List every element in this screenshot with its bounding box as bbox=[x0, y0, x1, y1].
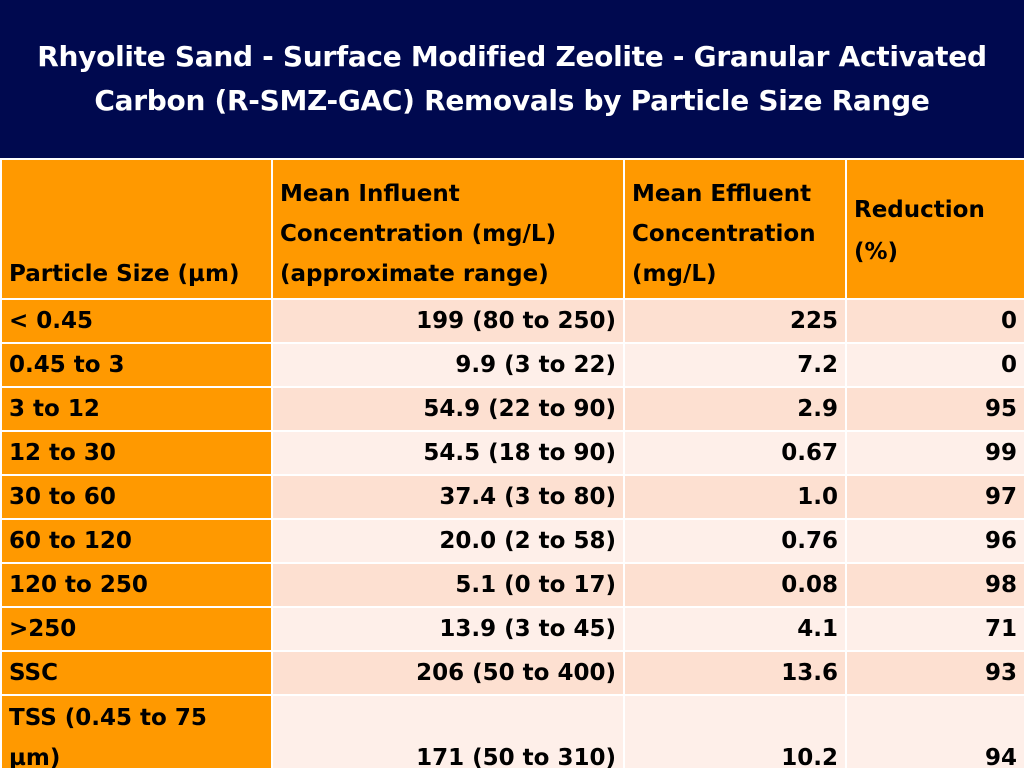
cell-effluent: 4.1 bbox=[623, 606, 847, 652]
cell-influent: 13.9 (3 to 45) bbox=[271, 606, 625, 652]
table-row: 30 to 60 37.4 (3 to 80) 1.0 97 bbox=[0, 474, 1024, 520]
table-row: >250 13.9 (3 to 45) 4.1 71 bbox=[0, 606, 1024, 652]
header-particle-size: Particle Size (µm) bbox=[0, 158, 273, 300]
table-row: 3 to 12 54.9 (22 to 90) 2.9 95 bbox=[0, 386, 1024, 432]
table-row: 60 to 120 20.0 (2 to 58) 0.76 96 bbox=[0, 518, 1024, 564]
slide-title: Rhyolite Sand - Surface Modified Zeolite… bbox=[37, 40, 987, 117]
cell-effluent: 10.2 bbox=[623, 694, 847, 768]
cell-reduction: 94 bbox=[845, 694, 1024, 768]
cell-effluent: 13.6 bbox=[623, 650, 847, 696]
cell-effluent: 2.9 bbox=[623, 386, 847, 432]
cell-reduction: 99 bbox=[845, 430, 1024, 476]
table-header-row: Particle Size (µm) Mean Influent Concent… bbox=[0, 158, 1024, 300]
cell-influent: 206 (50 to 400) bbox=[271, 650, 625, 696]
table-row: 12 to 30 54.5 (18 to 90) 0.67 99 bbox=[0, 430, 1024, 476]
cell-effluent: 7.2 bbox=[623, 342, 847, 388]
cell-particle-size: 12 to 30 bbox=[0, 430, 273, 476]
cell-particle-size: 0.45 to 3 bbox=[0, 342, 273, 388]
cell-particle-size: 30 to 60 bbox=[0, 474, 273, 520]
header-mean-influent: Mean Influent Concentration (mg/L) (appr… bbox=[271, 158, 625, 300]
cell-particle-size: 120 to 250 bbox=[0, 562, 273, 608]
cell-particle-size: 3 to 12 bbox=[0, 386, 273, 432]
cell-effluent: 225 bbox=[623, 298, 847, 344]
removals-table: Particle Size (µm) Mean Influent Concent… bbox=[0, 158, 1024, 768]
cell-reduction: 97 bbox=[845, 474, 1024, 520]
cell-particle-size: 60 to 120 bbox=[0, 518, 273, 564]
cell-effluent: 0.67 bbox=[623, 430, 847, 476]
header-reduction: Reduction (%) bbox=[845, 158, 1024, 300]
table-row: SSC 206 (50 to 400) 13.6 93 bbox=[0, 650, 1024, 696]
cell-reduction: 96 bbox=[845, 518, 1024, 564]
cell-reduction: 0 bbox=[845, 342, 1024, 388]
cell-influent: 171 (50 to 310) bbox=[271, 694, 625, 768]
title-bar: Rhyolite Sand - Surface Modified Zeolite… bbox=[0, 0, 1024, 158]
cell-influent: 9.9 (3 to 22) bbox=[271, 342, 625, 388]
cell-influent: 54.9 (22 to 90) bbox=[271, 386, 625, 432]
cell-effluent: 0.76 bbox=[623, 518, 847, 564]
cell-influent: 54.5 (18 to 90) bbox=[271, 430, 625, 476]
table-row: 120 to 250 5.1 (0 to 17) 0.08 98 bbox=[0, 562, 1024, 608]
table-row: 0.45 to 3 9.9 (3 to 22) 7.2 0 bbox=[0, 342, 1024, 388]
header-mean-effluent: Mean Effluent Concentration (mg/L) bbox=[623, 158, 847, 300]
cell-reduction: 0 bbox=[845, 298, 1024, 344]
cell-particle-size: >250 bbox=[0, 606, 273, 652]
cell-influent: 20.0 (2 to 58) bbox=[271, 518, 625, 564]
cell-particle-size: TSS (0.45 to 75 µm) bbox=[0, 694, 273, 768]
cell-reduction: 98 bbox=[845, 562, 1024, 608]
cell-effluent: 0.08 bbox=[623, 562, 847, 608]
table-row: < 0.45 199 (80 to 250) 225 0 bbox=[0, 298, 1024, 344]
cell-particle-size: < 0.45 bbox=[0, 298, 273, 344]
cell-reduction: 71 bbox=[845, 606, 1024, 652]
cell-reduction: 93 bbox=[845, 650, 1024, 696]
cell-effluent: 1.0 bbox=[623, 474, 847, 520]
cell-influent: 37.4 (3 to 80) bbox=[271, 474, 625, 520]
table-row: TSS (0.45 to 75 µm) 171 (50 to 310) 10.2… bbox=[0, 694, 1024, 768]
cell-influent: 5.1 (0 to 17) bbox=[271, 562, 625, 608]
cell-reduction: 95 bbox=[845, 386, 1024, 432]
cell-particle-size: SSC bbox=[0, 650, 273, 696]
cell-influent: 199 (80 to 250) bbox=[271, 298, 625, 344]
